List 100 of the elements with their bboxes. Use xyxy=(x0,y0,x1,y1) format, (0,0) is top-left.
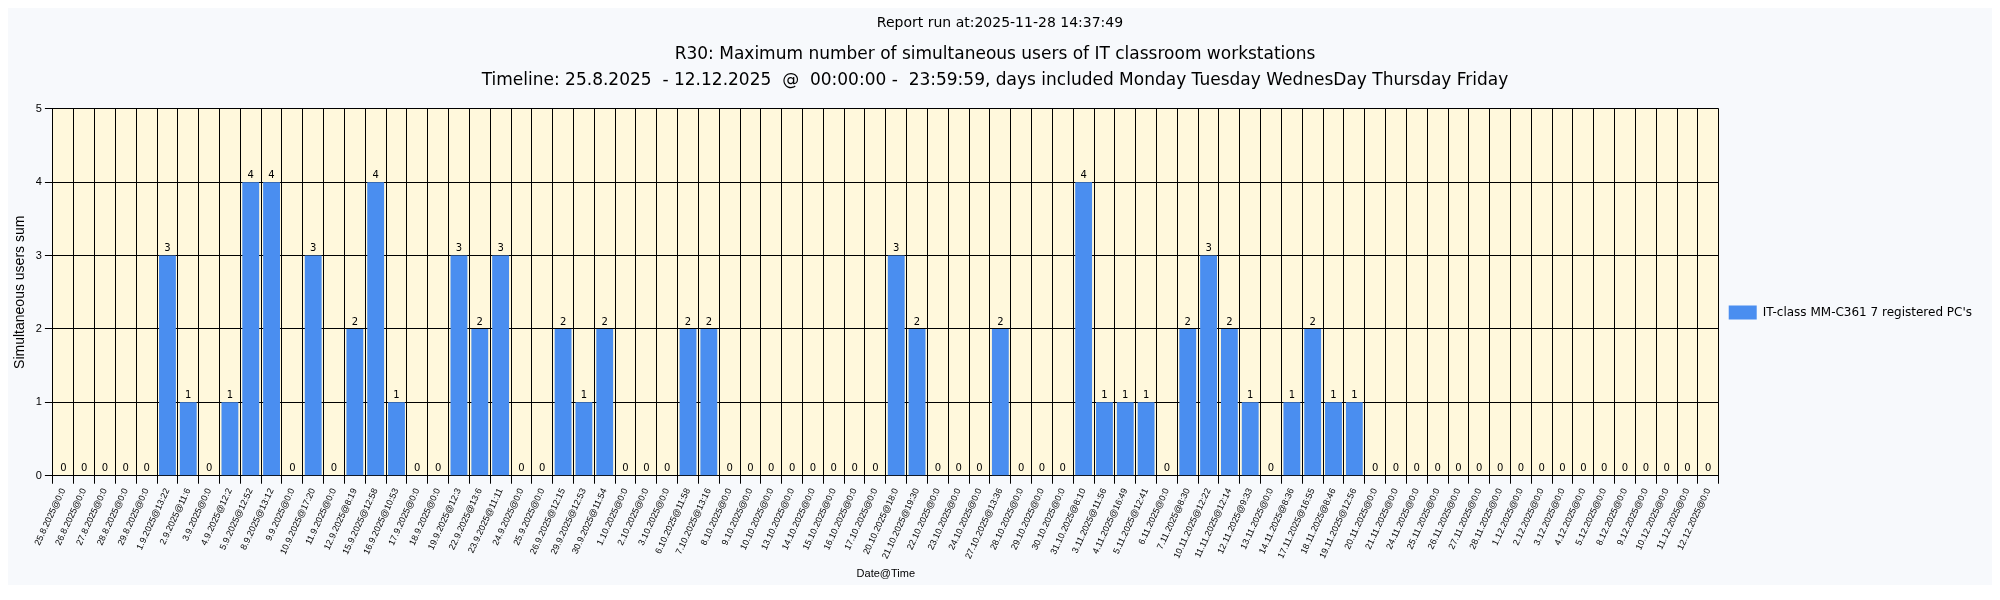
data-label: 0 xyxy=(1413,462,1420,474)
data-label: 2 xyxy=(601,315,608,327)
y-axis-title: Simultaneous users sum xyxy=(11,215,28,369)
bar xyxy=(1304,328,1322,476)
bar xyxy=(367,182,385,476)
bar xyxy=(991,328,1009,476)
bar xyxy=(1096,402,1113,476)
legend-label: IT-class MM-C361 7 registered PC's xyxy=(1762,304,1972,319)
bar xyxy=(908,328,926,476)
bar xyxy=(346,328,364,476)
data-label: 0 xyxy=(643,462,650,474)
data-label: 0 xyxy=(1559,462,1566,474)
data-label: 0 xyxy=(205,462,213,474)
bar xyxy=(263,182,280,476)
data-label: 0 xyxy=(1496,462,1504,474)
data-label: 0 xyxy=(330,462,338,474)
data-label: 2 xyxy=(913,315,921,327)
data-label: 0 xyxy=(289,462,296,474)
bar xyxy=(1345,402,1363,476)
x-axis-title: Date@Time xyxy=(856,567,916,580)
y-tick-label: 2 xyxy=(35,321,42,334)
data-label: 0 xyxy=(809,462,817,474)
data-label: 0 xyxy=(539,462,546,474)
data-label: 0 xyxy=(1642,462,1650,474)
data-label: 0 xyxy=(434,462,442,474)
data-label: 0 xyxy=(101,462,109,474)
data-label: 2 xyxy=(1184,315,1191,327)
data-label: 0 xyxy=(1580,462,1587,474)
data-label: 2 xyxy=(559,315,567,327)
data-label: 0 xyxy=(143,462,150,474)
data-label: 0 xyxy=(851,462,858,474)
data-label: 0 xyxy=(955,462,962,474)
y-tick-label: 1 xyxy=(35,395,42,408)
bar xyxy=(1179,328,1197,476)
text: Report run at:2025-11-28 14:37:49 xyxy=(875,13,1125,30)
bar xyxy=(575,402,593,476)
bar xyxy=(159,255,176,476)
bar xyxy=(1283,402,1301,476)
data-label: 3 xyxy=(455,242,463,254)
data-label: 0 xyxy=(1371,462,1379,474)
data-label: 1 xyxy=(226,388,234,400)
data-label: 4 xyxy=(247,168,254,180)
data-label: 0 xyxy=(1163,462,1171,474)
data-label: 0 xyxy=(830,462,837,474)
bar xyxy=(1325,402,1342,476)
bar xyxy=(1220,328,1238,476)
bar xyxy=(1200,255,1217,476)
data-label: 1 xyxy=(580,388,588,400)
data-label: 2 xyxy=(1309,315,1316,327)
data-label: 0 xyxy=(934,462,942,474)
data-label: 0 xyxy=(1601,462,1608,474)
bar xyxy=(554,328,572,476)
data-label: 0 xyxy=(1538,462,1545,474)
data-label: 0 xyxy=(60,462,67,474)
data-label: 0 xyxy=(788,462,796,474)
bar xyxy=(679,328,697,476)
bar xyxy=(1116,402,1134,476)
data-label: 0 xyxy=(518,462,525,474)
data-label: 0 xyxy=(122,462,129,474)
data-label: 0 xyxy=(1476,462,1483,474)
data-label: 2 xyxy=(997,315,1004,327)
data-label: 2 xyxy=(476,315,483,327)
y-tick-label: 0 xyxy=(35,468,42,481)
data-label: 1 xyxy=(1247,388,1254,400)
data-label: 0 xyxy=(1267,462,1275,474)
data-label: 0 xyxy=(1038,462,1046,474)
data-label: 0 xyxy=(414,462,421,474)
data-label: 0 xyxy=(664,462,671,474)
bar xyxy=(450,255,468,476)
data-label: 1 xyxy=(1101,388,1108,400)
data-label: 1 xyxy=(1351,388,1358,400)
data-label: 3 xyxy=(1205,242,1212,254)
y-tick-label: 3 xyxy=(35,248,42,261)
data-label: 0 xyxy=(747,462,754,474)
data-label: 0 xyxy=(1392,462,1400,474)
data-label: 0 xyxy=(1017,462,1025,474)
data-label: 0 xyxy=(1663,462,1670,474)
data-label: 2 xyxy=(705,315,713,327)
data-label: 0 xyxy=(1517,462,1525,474)
bar xyxy=(179,402,197,476)
data-label: 0 xyxy=(768,462,775,474)
chart-subtitle: Timeline: 25.8.2025 - 12.12.2025 @ 00:00:00 - 23:59:59, days included Monday Tuesday WednesDay Thursday Friday xyxy=(480,69,1509,90)
data-label: 0 xyxy=(1705,462,1712,474)
data-label: 1 xyxy=(1288,388,1296,400)
bar xyxy=(471,328,489,476)
bar xyxy=(221,402,239,476)
data-label: 2 xyxy=(684,315,692,327)
data-label: 0 xyxy=(1434,462,1441,474)
bar xyxy=(242,182,260,476)
data-label: 4 xyxy=(372,168,379,180)
data-label: 0 xyxy=(976,462,983,474)
data-label: 0 xyxy=(872,462,879,474)
data-label: 1 xyxy=(1142,388,1150,400)
bar xyxy=(887,255,905,476)
data-label: 0 xyxy=(622,462,629,474)
chart-title: R30: Maximum number of simultaneous users of IT classroom workstations xyxy=(674,42,1316,63)
data-label: 4 xyxy=(268,168,275,180)
bar xyxy=(492,255,510,476)
data-label: 3 xyxy=(893,242,900,254)
data-label: 1 xyxy=(185,388,192,400)
